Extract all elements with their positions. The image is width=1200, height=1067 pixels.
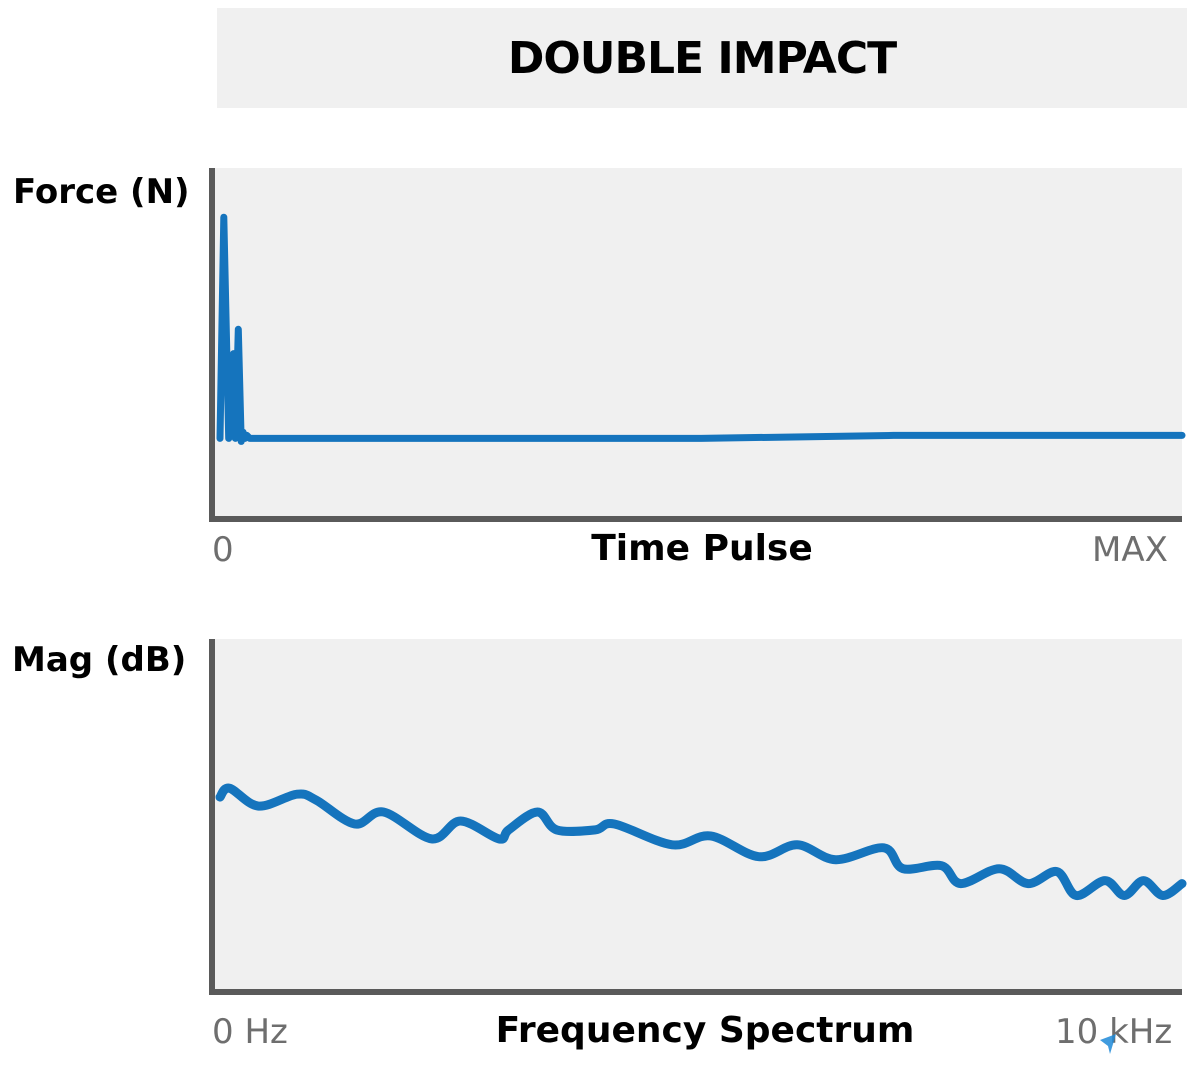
force-plot-area — [212, 168, 1182, 519]
force-series-line — [216, 213, 1186, 445]
force-y-label: Force (N) — [13, 172, 190, 212]
watermark-logo — [1098, 1030, 1193, 1060]
magnitude-series-line — [215, 783, 1187, 900]
watermark-arrow-icon — [1100, 1034, 1116, 1054]
time-x-label: Time Pulse — [591, 528, 813, 569]
chart-title-band: DOUBLE IMPACT — [217, 8, 1187, 108]
frequency-x-label: Frequency Spectrum — [495, 1010, 915, 1051]
frequency-x-tick-start: 0 Hz — [212, 1012, 288, 1052]
chart-title: DOUBLE IMPACT — [507, 32, 897, 84]
magnitude-y-label: Mag (dB) — [12, 640, 187, 680]
frequency-x-tick-end: 10 kHz — [1055, 1012, 1173, 1052]
time-x-tick-end: MAX — [1092, 530, 1168, 570]
time-x-tick-start: 0 — [212, 530, 234, 570]
